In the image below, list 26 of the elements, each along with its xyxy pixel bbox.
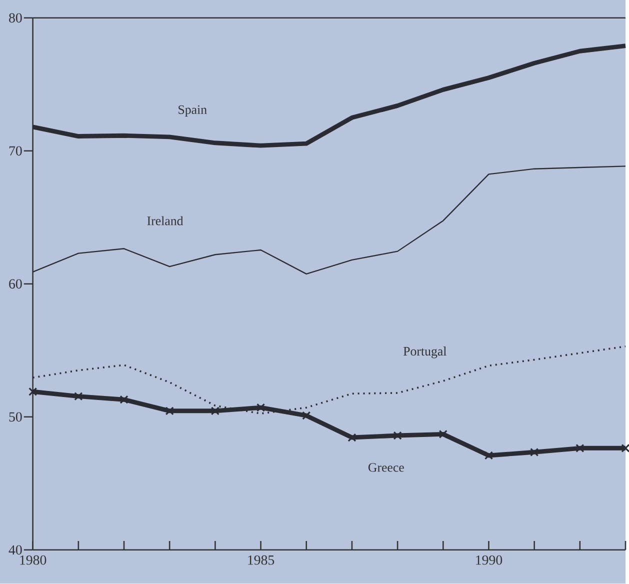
x-tick-label: 1980 (20, 556, 46, 565)
point (256, 403, 266, 412)
point (348, 433, 356, 442)
x-tick-label: 1990 (476, 556, 502, 565)
point (28, 387, 38, 396)
text: Ireland (147, 216, 184, 226)
y-tick-label: 60 (9, 279, 22, 289)
point (165, 406, 174, 416)
point (302, 411, 311, 420)
point (621, 444, 629, 453)
point (120, 395, 128, 404)
point (210, 406, 220, 416)
x-tick-label: 1985 (248, 556, 274, 565)
point (438, 430, 448, 439)
point (74, 392, 83, 401)
series-label: Spain (178, 105, 207, 117)
point (393, 431, 402, 440)
y-tick-label: 70 (9, 146, 22, 156)
y-tick-label: 80 (9, 13, 22, 23)
series-label: Portugal (403, 346, 446, 358)
point (484, 451, 494, 460)
series-label: Greece (368, 463, 404, 472)
y-tick-label: 40 (8, 545, 22, 555)
point (530, 448, 539, 457)
point (576, 444, 584, 453)
y-tick-label: 50 (9, 412, 22, 422)
